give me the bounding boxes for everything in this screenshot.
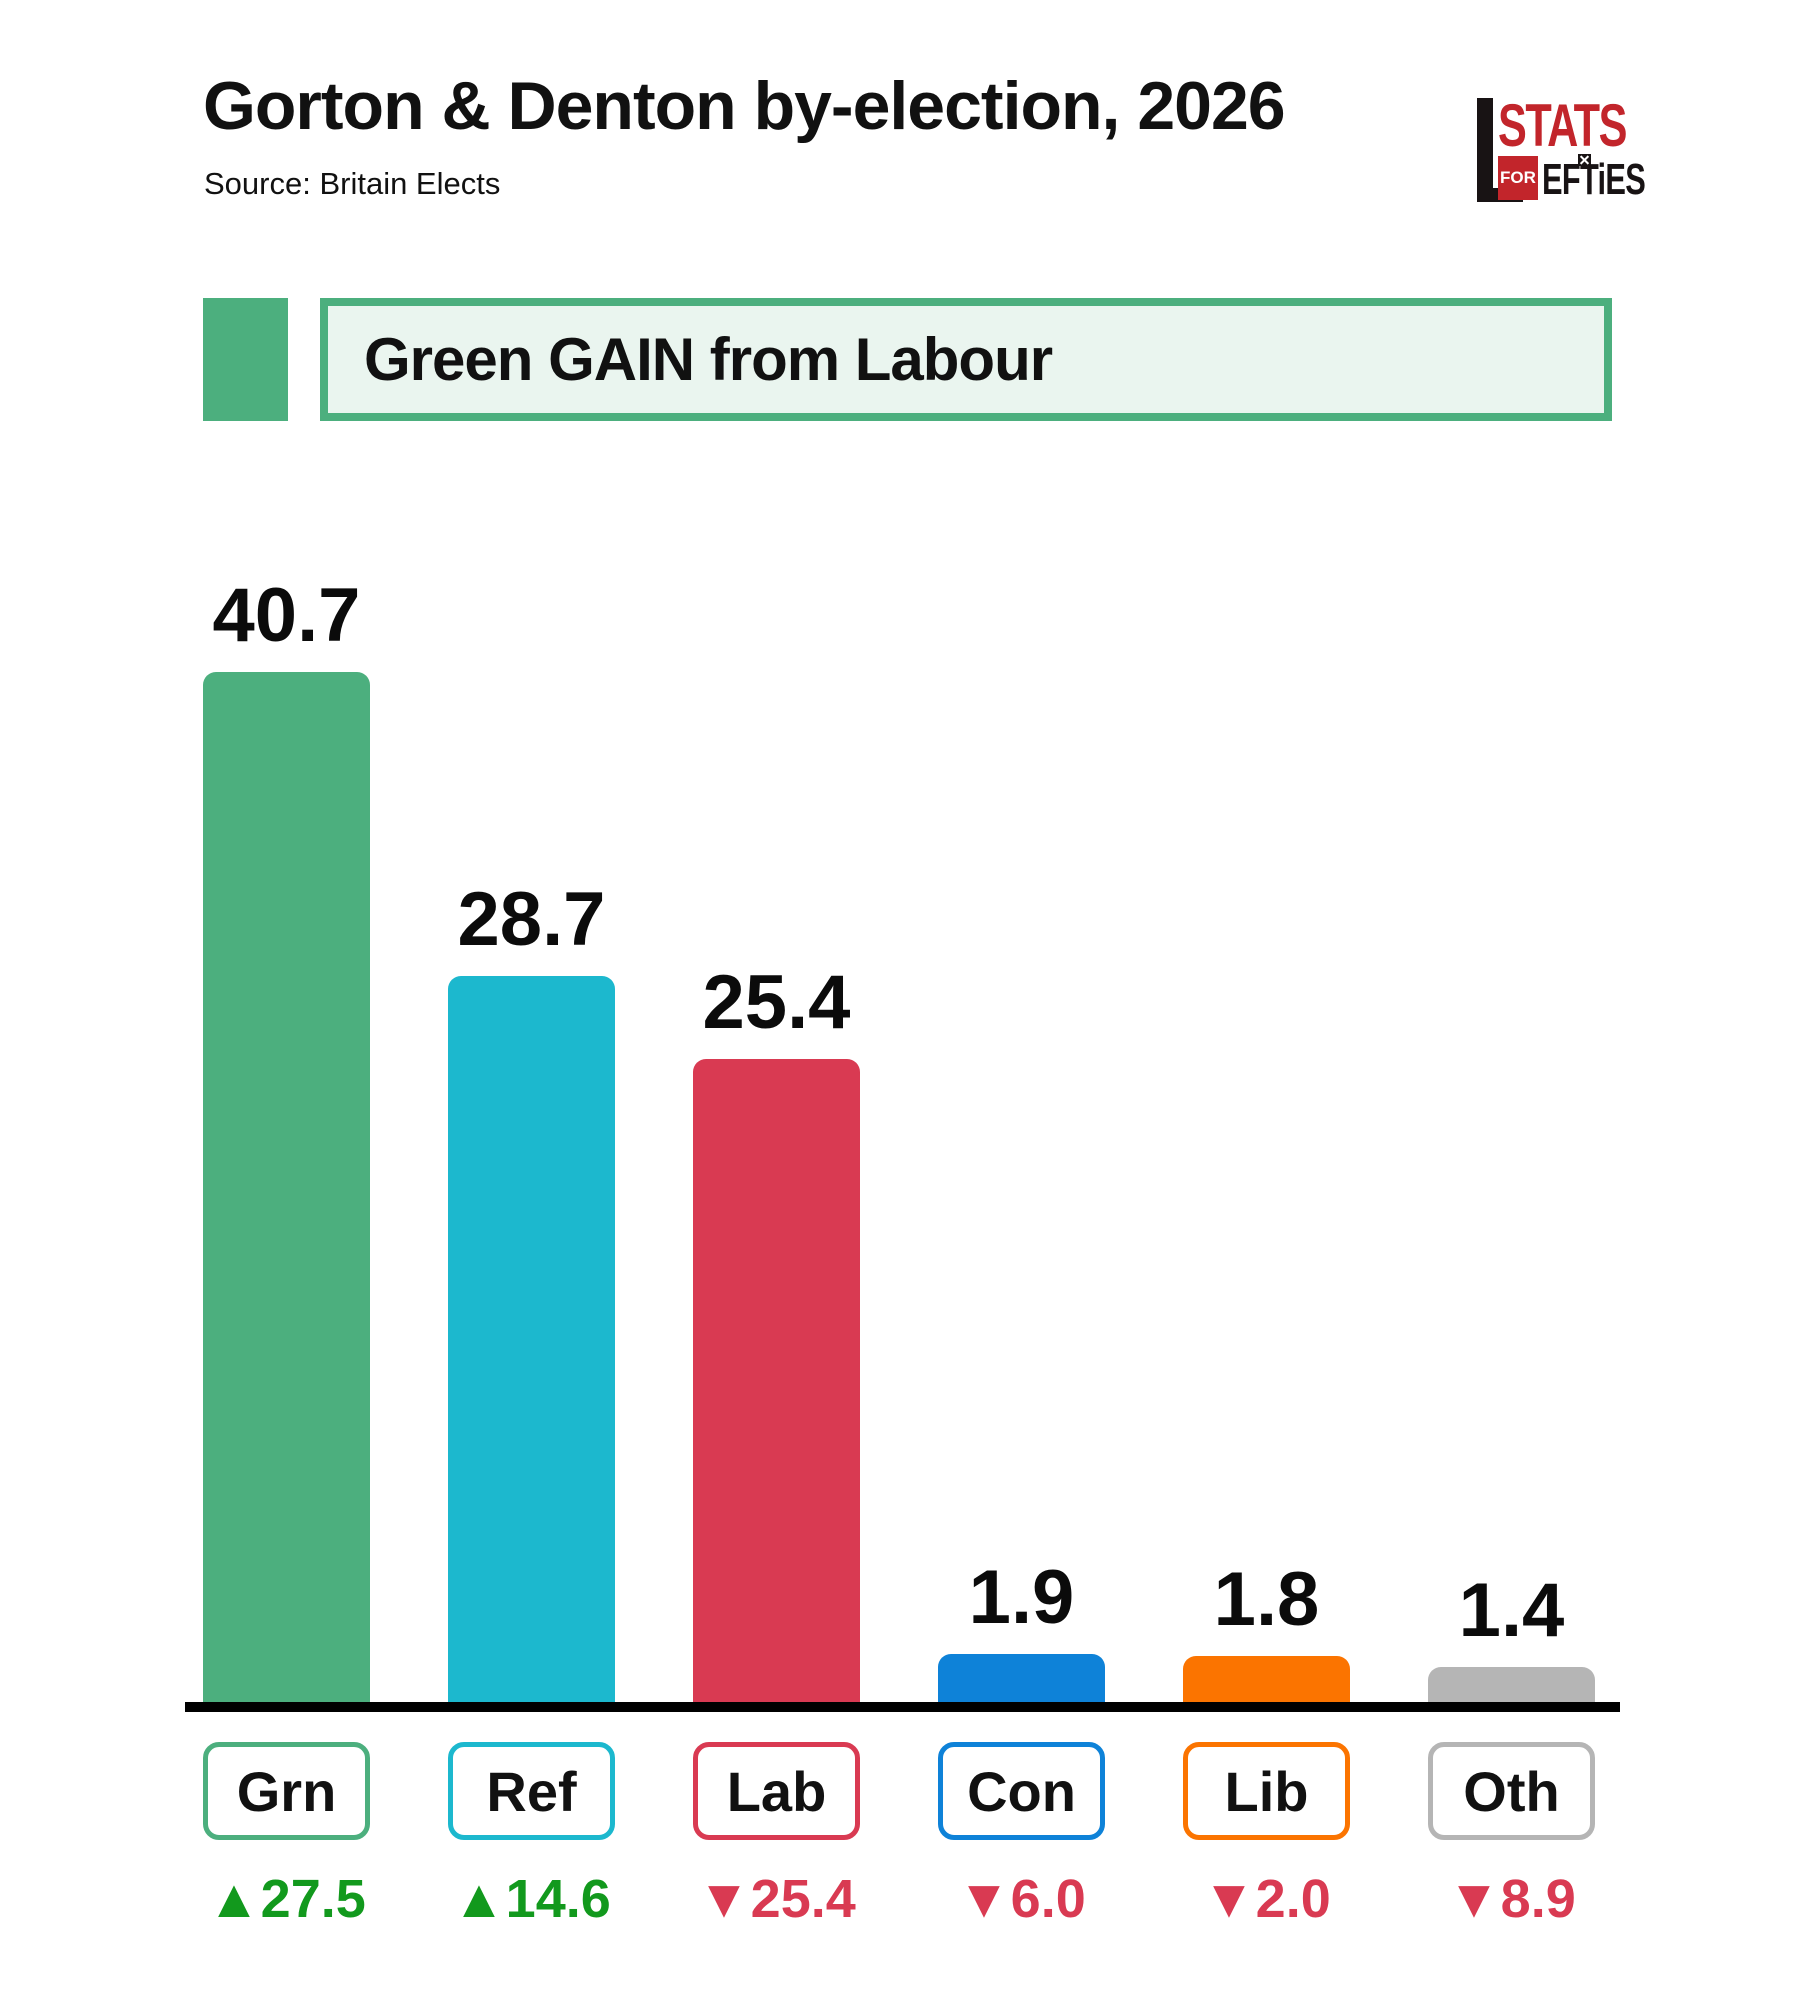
logo-efties-word: EFTiES	[1542, 155, 1646, 204]
change-label-wrap: ▲14.6	[448, 1872, 615, 1926]
logo-l-shape	[1477, 98, 1493, 202]
party-label-box-lib: Lib	[1183, 1742, 1350, 1840]
party-label-wrap: Oth	[1428, 1742, 1595, 1840]
logo-stats-word: STATS	[1498, 92, 1627, 159]
party-label-wrap: Lab	[693, 1742, 860, 1840]
change-label: ▼25.4	[697, 1869, 856, 1929]
bar-column-oth: 1.4	[1428, 0, 1595, 1702]
x-axis-baseline	[185, 1702, 1620, 1712]
value-label: 1.8	[1213, 1557, 1320, 1642]
party-label-wrap: Con	[938, 1742, 1105, 1840]
bar-column-con: 1.9	[938, 0, 1105, 1702]
value-label: 40.7	[212, 573, 361, 658]
source-caption: Source: Britain Elects	[204, 166, 501, 201]
bar	[693, 1059, 860, 1702]
party-label-box-ref: Ref	[448, 1742, 615, 1840]
party-label-wrap: Ref	[448, 1742, 615, 1840]
change-label-wrap: ▼25.4	[693, 1872, 860, 1926]
logo-for-word: FOR	[1500, 168, 1536, 187]
party-label-box-con: Con	[938, 1742, 1105, 1840]
stats-for-lefties-logo: STATS FOR EFTiES	[1477, 92, 1646, 202]
value-label: 1.9	[968, 1555, 1075, 1640]
bar	[1183, 1656, 1350, 1702]
change-label-wrap: ▼8.9	[1428, 1872, 1595, 1926]
result-banner-swatch	[203, 298, 288, 421]
value-label: 25.4	[702, 960, 851, 1045]
bar-column-grn: 40.7	[203, 0, 370, 1702]
party-label-wrap: Grn	[203, 1742, 370, 1840]
bar-column-ref: 28.7	[448, 0, 615, 1702]
bar	[1428, 1667, 1595, 1702]
change-label: ▲14.6	[452, 1869, 611, 1929]
result-banner: Green GAIN from Labour	[320, 298, 1612, 421]
party-label-wrap: Lib	[1183, 1742, 1350, 1840]
change-label-wrap: ▼6.0	[938, 1872, 1105, 1926]
bar	[203, 672, 370, 1702]
party-label-box-grn: Grn	[203, 1742, 370, 1840]
party-label-box-lab: Lab	[693, 1742, 860, 1840]
bar	[448, 976, 615, 1702]
change-label-wrap: ▼2.0	[1183, 1872, 1350, 1926]
page-title: Gorton & Denton by-election, 2026	[203, 68, 1286, 144]
change-label-wrap: ▲27.5	[203, 1872, 370, 1926]
ballot-cross-icon	[1578, 154, 1591, 166]
value-label: 1.4	[1458, 1568, 1565, 1653]
bar-column-lib: 1.8	[1183, 0, 1350, 1702]
bar-column-lab: 25.4	[693, 0, 860, 1702]
change-label: ▼2.0	[1202, 1869, 1331, 1929]
logo-for-box: FOR	[1498, 156, 1538, 200]
change-label: ▲27.5	[207, 1869, 366, 1929]
value-label: 28.7	[457, 877, 606, 962]
change-label: ▼8.9	[1447, 1869, 1576, 1929]
change-label: ▼6.0	[957, 1869, 1086, 1929]
bar	[938, 1654, 1105, 1702]
result-banner-text: Green GAIN from Labour	[364, 326, 1053, 393]
party-label-box-oth: Oth	[1428, 1742, 1595, 1840]
